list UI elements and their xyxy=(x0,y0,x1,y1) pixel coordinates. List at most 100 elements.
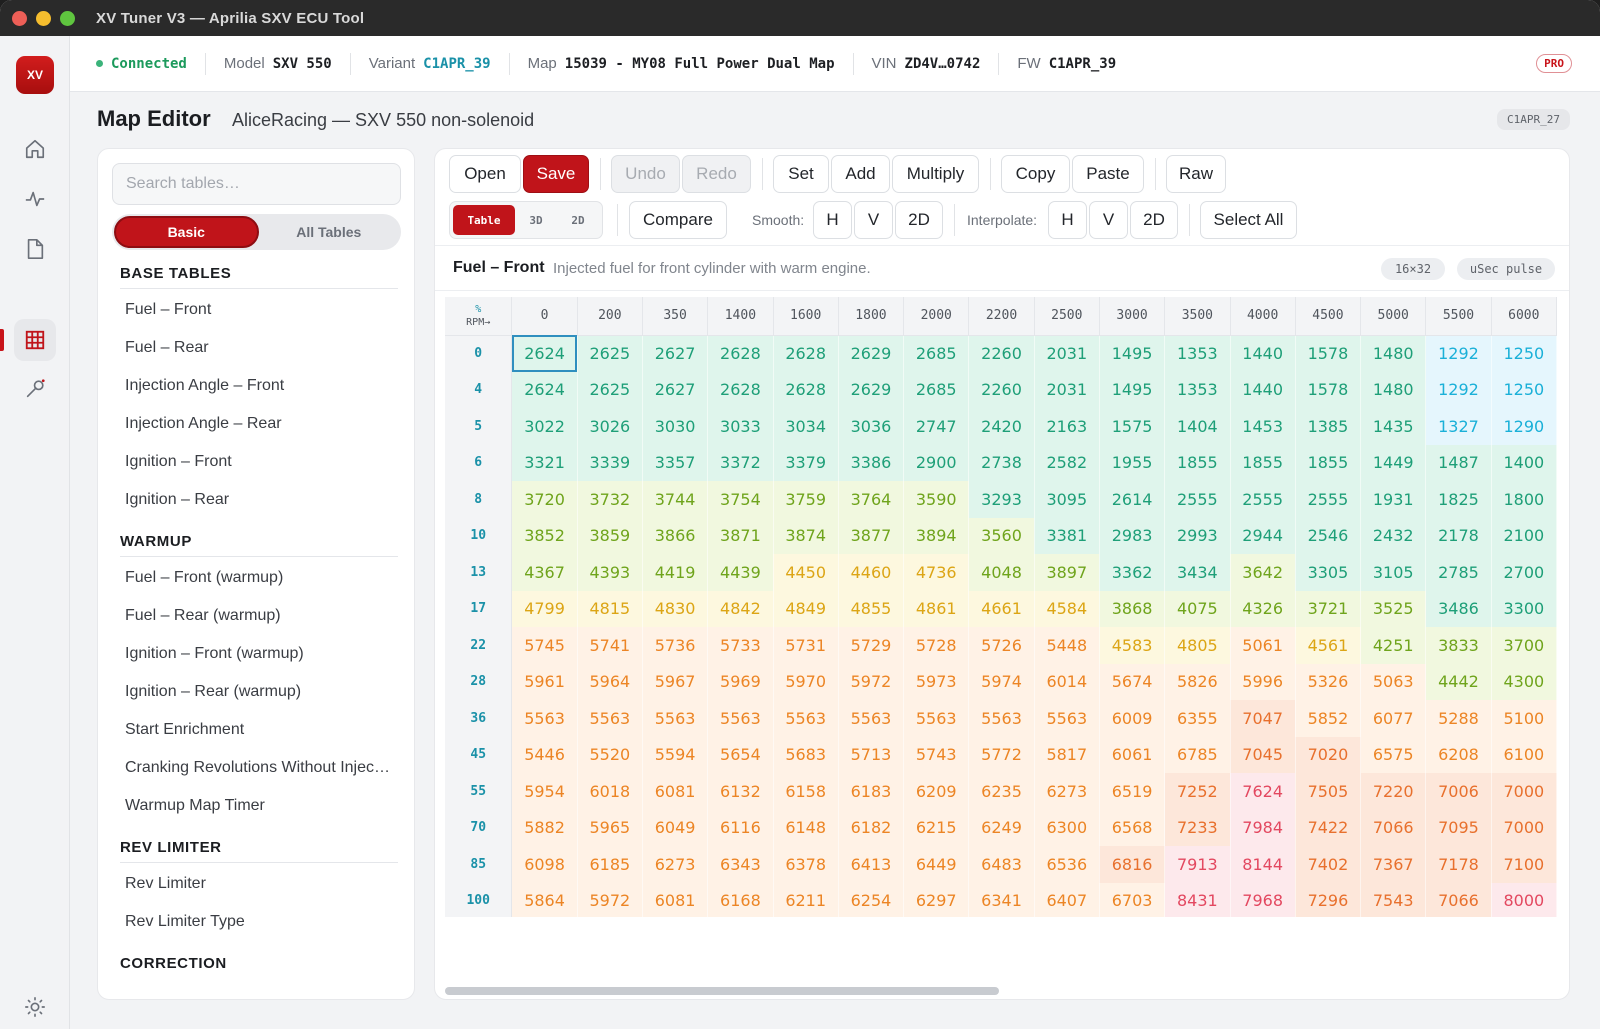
grid-cell[interactable]: 5674 xyxy=(1099,663,1166,700)
grid-cell[interactable]: 4393 xyxy=(577,554,643,591)
load-row-header[interactable]: 0 xyxy=(445,335,513,372)
grid-cell[interactable]: 3744 xyxy=(642,481,709,518)
grid-cell[interactable]: 1487 xyxy=(1425,444,1492,481)
grid-cell[interactable]: 5731 xyxy=(773,627,839,664)
grid-cell[interactable]: 4326 xyxy=(1230,590,1296,627)
grid-cell[interactable]: 2700 xyxy=(1491,554,1557,591)
basic-tab[interactable]: Basic xyxy=(114,216,259,248)
grid-cell[interactable]: 3321 xyxy=(511,444,578,481)
grid-cell[interactable]: 1495 xyxy=(1099,371,1166,408)
grid-cell[interactable]: 6208 xyxy=(1425,736,1492,773)
multiply-button[interactable]: Multiply xyxy=(892,155,979,193)
nav-injection-angle-front[interactable]: Injection Angle – Front xyxy=(125,377,285,394)
grid-cell[interactable]: 3754 xyxy=(707,481,774,518)
grid-cell[interactable]: 6049 xyxy=(642,809,709,846)
undo-button[interactable]: Undo xyxy=(611,155,680,193)
all-tables-tab[interactable]: All Tables xyxy=(296,224,362,240)
mode-3d-button[interactable]: 3D xyxy=(529,213,543,227)
grid-cell[interactable]: 4855 xyxy=(838,590,905,627)
grid-cell[interactable]: 2100 xyxy=(1491,517,1557,554)
save-button[interactable]: Save xyxy=(523,155,589,193)
load-row-header[interactable]: 6 xyxy=(445,444,513,481)
grid-cell[interactable]: 3590 xyxy=(903,481,970,518)
grid-cell[interactable]: 5563 xyxy=(642,700,709,737)
grid-cell[interactable]: 3877 xyxy=(838,517,905,554)
grid-cell[interactable]: 5964 xyxy=(577,663,643,700)
grid-cell[interactable]: 5996 xyxy=(1230,663,1296,700)
sun-icon[interactable] xyxy=(14,986,56,1028)
rpm-column-header[interactable]: 2200 xyxy=(968,297,1035,336)
grid-cell[interactable]: 4583 xyxy=(1099,627,1166,664)
rpm-column-header[interactable]: 4000 xyxy=(1230,297,1296,336)
grid-cell[interactable]: 2747 xyxy=(903,408,970,445)
grid-cell[interactable]: 2628 xyxy=(773,371,839,408)
grid-cell[interactable]: 5563 xyxy=(511,700,578,737)
grid-cell[interactable]: 3859 xyxy=(577,517,643,554)
wrench-icon[interactable] xyxy=(14,368,56,410)
rpm-column-header[interactable]: 350 xyxy=(642,297,709,336)
load-row-header[interactable]: 36 xyxy=(445,700,513,737)
grid-cell[interactable]: 5852 xyxy=(1295,700,1362,737)
grid-cell[interactable]: 3036 xyxy=(838,408,905,445)
grid-cell[interactable]: 6568 xyxy=(1099,809,1166,846)
grid-cell[interactable]: 5961 xyxy=(511,663,578,700)
open-button[interactable]: Open xyxy=(449,155,521,193)
grid-cell[interactable]: 1385 xyxy=(1295,408,1362,445)
rpm-column-header[interactable]: 2000 xyxy=(903,297,970,336)
grid-cell[interactable]: 5969 xyxy=(707,663,774,700)
grid-cell[interactable]: 1250 xyxy=(1491,335,1557,372)
rpm-column-header[interactable]: 4500 xyxy=(1295,297,1362,336)
grid-cell[interactable]: 1292 xyxy=(1425,371,1492,408)
grid-cell[interactable]: 6273 xyxy=(1034,773,1100,810)
grid-cell[interactable]: 6703 xyxy=(1099,882,1166,917)
grid-cell[interactable]: 3874 xyxy=(773,517,839,554)
rpm-column-header[interactable]: 5000 xyxy=(1360,297,1427,336)
grid-cell[interactable]: 4842 xyxy=(707,590,774,627)
grid-cell[interactable]: 3897 xyxy=(1034,554,1100,591)
grid-cell[interactable]: 1440 xyxy=(1230,371,1296,408)
nav-fuel-rear-warmup[interactable]: Fuel – Rear (warmup) xyxy=(125,607,281,624)
load-row-header[interactable]: 85 xyxy=(445,846,513,883)
grid-cell[interactable]: 5683 xyxy=(773,736,839,773)
grid-cell[interactable]: 6300 xyxy=(1034,809,1100,846)
nav-fuel-front-warmup[interactable]: Fuel – Front (warmup) xyxy=(125,569,284,586)
grid-cell[interactable]: 5563 xyxy=(838,700,905,737)
grid-cell[interactable]: 5563 xyxy=(707,700,774,737)
grid-cell[interactable]: 3868 xyxy=(1099,590,1166,627)
grid-cell[interactable]: 1578 xyxy=(1295,371,1362,408)
grid-cell[interactable]: 5972 xyxy=(577,882,643,917)
grid-cell[interactable]: 3560 xyxy=(968,517,1035,554)
grid-cell[interactable]: 2163 xyxy=(1034,408,1100,445)
zoom-window-button[interactable] xyxy=(60,10,75,26)
grid-cell[interactable]: 1327 xyxy=(1425,408,1492,445)
activity-icon[interactable] xyxy=(14,178,56,220)
nav-fuel-front[interactable]: Fuel – Front xyxy=(125,301,212,318)
load-row-header[interactable]: 4 xyxy=(445,371,513,408)
grid-cell[interactable]: 5882 xyxy=(511,809,578,846)
grid-cell[interactable]: 3871 xyxy=(707,517,774,554)
nav-warmup-map-timer[interactable]: Warmup Map Timer xyxy=(125,797,265,814)
grid-cell[interactable]: 5326 xyxy=(1295,663,1362,700)
rpm-column-header[interactable]: 6000 xyxy=(1491,297,1557,336)
rpm-column-header[interactable]: 2500 xyxy=(1034,297,1100,336)
nav-ignition-rear[interactable]: Ignition – Rear xyxy=(125,491,230,508)
grid-cell[interactable]: 6297 xyxy=(903,882,970,917)
compare-button[interactable]: Compare xyxy=(629,201,727,239)
grid-cell[interactable]: 6158 xyxy=(773,773,839,810)
grid-cell[interactable]: 6014 xyxy=(1034,663,1100,700)
grid-cell[interactable]: 3300 xyxy=(1491,590,1557,627)
grid-cell[interactable]: 4584 xyxy=(1034,590,1100,627)
grid-cell[interactable]: 6081 xyxy=(642,882,709,917)
grid-cell[interactable]: 5563 xyxy=(773,700,839,737)
grid-cell[interactable]: 6009 xyxy=(1099,700,1166,737)
grid-cell[interactable]: 2555 xyxy=(1295,481,1362,518)
grid-cell[interactable]: 2785 xyxy=(1425,554,1492,591)
grid-cell[interactable]: 6273 xyxy=(642,846,709,883)
grid-cell[interactable]: 5954 xyxy=(511,773,578,810)
grid-cell[interactable]: 6215 xyxy=(903,809,970,846)
grid-cell[interactable]: 6168 xyxy=(707,882,774,917)
file-icon[interactable] xyxy=(14,228,56,270)
grid-cell[interactable]: 3866 xyxy=(642,517,709,554)
search-tables-input[interactable] xyxy=(112,163,401,205)
grid-cell[interactable]: 3026 xyxy=(577,408,643,445)
